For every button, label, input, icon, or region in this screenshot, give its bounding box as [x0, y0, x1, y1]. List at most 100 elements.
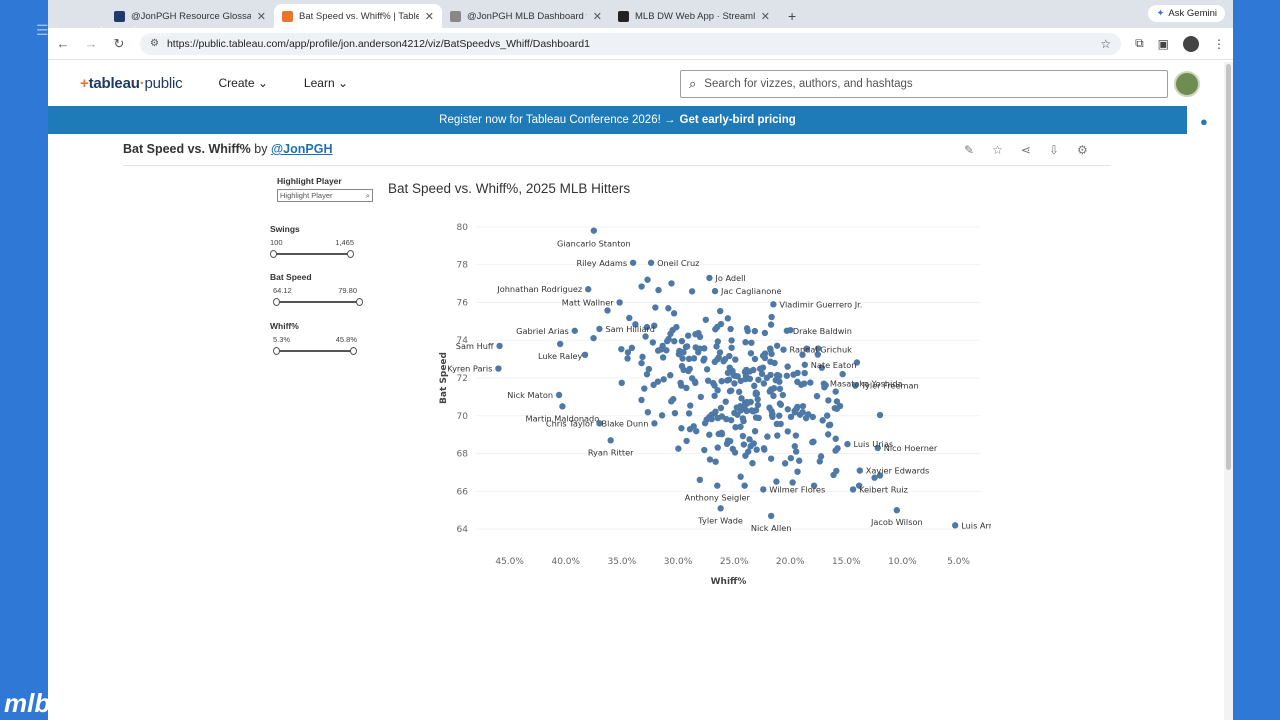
data-point[interactable] [651, 322, 658, 329]
data-point[interactable] [643, 323, 651, 331]
data-point[interactable] [743, 325, 751, 332]
data-point[interactable] [711, 410, 718, 417]
data-point[interactable] [823, 412, 831, 419]
data-point[interactable] [711, 392, 718, 400]
bookmark-star-icon[interactable]: ☆ [1100, 36, 1112, 51]
data-point[interactable] [659, 354, 667, 361]
data-point[interactable] [624, 355, 631, 362]
data-point[interactable] [779, 391, 787, 399]
highlight-player-input[interactable]: Highlight Player ⌕ [277, 189, 373, 202]
data-point[interactable] [876, 472, 884, 479]
data-point[interactable] [760, 380, 768, 387]
data-point[interactable] [776, 412, 783, 419]
close-icon[interactable]: ✕ [592, 10, 602, 23]
data-point[interactable] [817, 453, 825, 460]
data-point[interactable] [794, 468, 801, 475]
data-point[interactable] [616, 299, 623, 306]
close-icon[interactable]: ✕ [424, 10, 434, 23]
data-point[interactable] [751, 382, 758, 390]
data-point[interactable] [844, 440, 851, 448]
data-point[interactable] [638, 396, 645, 404]
data-point[interactable] [731, 449, 739, 456]
scrollbar-thumb[interactable] [1226, 64, 1231, 470]
data-point[interactable] [596, 420, 603, 427]
data-point[interactable] [810, 482, 818, 489]
data-point[interactable] [743, 398, 751, 406]
data-point[interactable] [758, 370, 766, 378]
download-icon[interactable]: ⇩ [1048, 143, 1059, 157]
data-point[interactable] [760, 486, 767, 493]
data-point[interactable] [796, 411, 804, 418]
ask-gemini-button[interactable]: ✦ Ask Gemini [1148, 5, 1225, 22]
data-point[interactable] [664, 337, 671, 345]
data-point[interactable] [807, 379, 814, 386]
media-icon[interactable]: ▣ [1157, 36, 1169, 51]
data-point[interactable] [701, 446, 708, 454]
data-point[interactable] [743, 366, 750, 374]
data-point[interactable] [784, 363, 791, 370]
data-point[interactable] [660, 376, 667, 383]
data-point[interactable] [618, 379, 625, 387]
browser-tab[interactable]: @JonPGH MLB Dashboard v4 ✕ [442, 4, 610, 28]
data-point[interactable] [819, 417, 826, 424]
data-point[interactable] [754, 396, 761, 403]
nav-learn[interactable]: Learn ⌄ [304, 76, 348, 90]
data-point[interactable] [855, 482, 863, 489]
data-point[interactable] [768, 313, 775, 321]
data-point[interactable] [774, 432, 781, 439]
lightbulb-icon[interactable]: ● [1200, 114, 1208, 129]
data-point[interactable] [773, 478, 780, 485]
data-point[interactable] [715, 430, 722, 438]
data-point[interactable] [767, 512, 775, 520]
data-point[interactable] [668, 280, 675, 287]
data-point[interactable] [831, 404, 839, 412]
tableau-public-logo[interactable]: +tableau·public [80, 75, 183, 92]
browser-tab[interactable]: Bat Speed vs. Whiff% | Tableau ✕ [274, 4, 442, 28]
data-point[interactable] [773, 342, 781, 349]
data-point[interactable] [783, 372, 791, 379]
data-point[interactable] [737, 473, 744, 480]
data-point[interactable] [649, 339, 657, 346]
data-point[interactable] [814, 351, 821, 358]
data-point[interactable] [688, 375, 696, 382]
data-point[interactable] [711, 287, 719, 295]
data-point[interactable] [704, 377, 712, 384]
data-point[interactable] [695, 349, 702, 356]
page-scrollbar[interactable] [1224, 62, 1233, 720]
data-point[interactable] [724, 377, 731, 384]
data-point[interactable] [642, 333, 649, 340]
edit-icon[interactable]: ✎ [964, 143, 975, 157]
data-point[interactable] [632, 321, 639, 328]
data-point[interactable] [596, 325, 603, 333]
data-point[interactable] [741, 482, 748, 489]
data-point[interactable] [764, 433, 771, 440]
data-point[interactable] [721, 356, 729, 363]
data-point[interactable] [766, 345, 774, 352]
data-point[interactable] [748, 339, 755, 346]
data-point[interactable] [702, 316, 710, 323]
data-point[interactable] [688, 288, 696, 295]
data-point[interactable] [731, 380, 738, 387]
data-point[interactable] [714, 386, 721, 394]
data-point[interactable] [751, 355, 759, 363]
data-point[interactable] [650, 381, 657, 389]
data-point[interactable] [849, 486, 857, 493]
data-point[interactable] [832, 435, 839, 442]
data-point[interactable] [816, 458, 823, 465]
data-point[interactable] [770, 392, 777, 400]
data-point[interactable] [777, 420, 784, 428]
data-point[interactable] [652, 304, 659, 311]
data-point[interactable] [695, 329, 702, 337]
data-point[interactable] [722, 398, 729, 405]
data-point[interactable] [701, 345, 708, 352]
data-point[interactable] [496, 342, 503, 350]
close-icon[interactable]: ✕ [256, 10, 266, 23]
data-point[interactable] [787, 454, 795, 462]
data-point[interactable] [752, 414, 760, 421]
data-point[interactable] [770, 301, 777, 308]
browser-tab[interactable]: @JonPGH Resource Glossary ✕ [106, 4, 274, 28]
user-avatar[interactable] [1174, 71, 1200, 97]
slider-handle[interactable] [273, 347, 280, 355]
data-point[interactable] [717, 320, 725, 328]
reload-icon[interactable]: ↻ [113, 35, 125, 51]
